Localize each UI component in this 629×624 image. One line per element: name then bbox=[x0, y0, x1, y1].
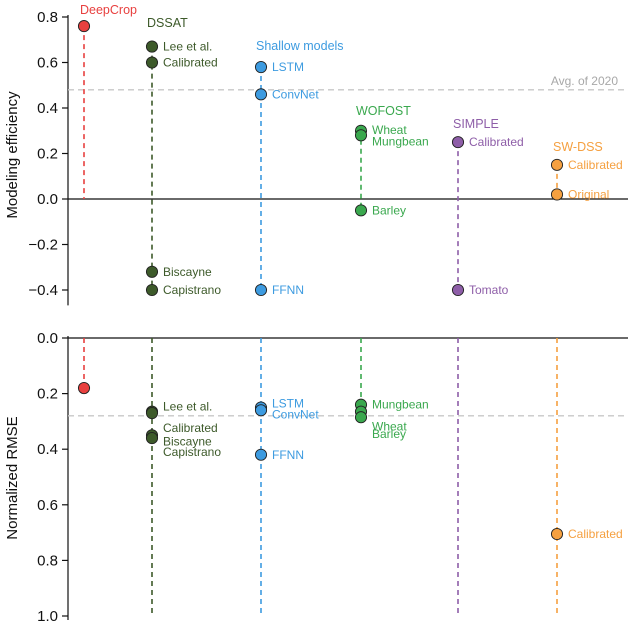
point-shallow-models-lstm-efficiency bbox=[254, 61, 268, 74]
point-dssat-lee-et-al-efficiency bbox=[145, 40, 159, 53]
point-label-wofost-wheat: Wheat bbox=[372, 123, 407, 137]
point-label-dssat-calibrated: Calibrated bbox=[163, 421, 218, 435]
y-tick-label-rmse: 0.8 bbox=[37, 552, 58, 569]
y-tick-label-rmse: 1.0 bbox=[37, 608, 58, 624]
y-tick-label-efficiency: 0.6 bbox=[37, 55, 58, 72]
group-label-wofost: WOFOST bbox=[356, 104, 411, 118]
point-wofost-barley-rmse bbox=[354, 411, 368, 424]
point-shallow-models-ffnn-rmse bbox=[254, 448, 268, 461]
point-label-wofost-barley: Barley bbox=[372, 427, 406, 441]
y-tick-label-efficiency: −0.4 bbox=[28, 282, 58, 299]
point-shallow-models-convnet-rmse bbox=[254, 404, 268, 417]
y-tick-label-efficiency: 0.2 bbox=[37, 146, 58, 163]
group-label-deepcrop: DeepCrop bbox=[80, 3, 137, 17]
y-axis-title-efficiency: Modeling efficiency bbox=[4, 91, 21, 219]
point-dssat-biscayne-efficiency bbox=[145, 265, 159, 278]
point-label-wofost-barley: Barley bbox=[372, 203, 406, 217]
y-tick-label-rmse: 0.2 bbox=[37, 386, 58, 403]
group-label-shallow-models: Shallow models bbox=[256, 39, 344, 53]
point-shallow-models-convnet-efficiency bbox=[254, 88, 268, 101]
point-sw-dss-calibrated-rmse bbox=[550, 527, 564, 541]
group-label-simple: SIMPLE bbox=[453, 117, 499, 131]
y-tick-label-efficiency: 0.4 bbox=[37, 100, 58, 117]
y-tick-label-rmse: 0.0 bbox=[37, 330, 58, 347]
point-label-dssat-biscayne: Biscayne bbox=[163, 434, 212, 448]
point-simple-tomato-efficiency bbox=[451, 283, 465, 297]
point-deepcrop-efficiency bbox=[77, 20, 91, 33]
y-tick-label-efficiency: 0.0 bbox=[37, 191, 58, 208]
point-label-dssat-capistrano: Capistrano bbox=[163, 445, 221, 459]
y-tick-label-efficiency: 0.8 bbox=[37, 9, 58, 26]
point-label-dssat-capistrano: Capistrano bbox=[163, 283, 221, 297]
point-label-shallow-models-lstm: LSTM bbox=[272, 397, 304, 411]
point-deepcrop-rmse bbox=[77, 381, 91, 395]
point-label-dssat-calibrated: Calibrated bbox=[163, 56, 218, 70]
point-label-sw-dss-calibrated: Calibrated bbox=[568, 527, 623, 541]
point-dssat-calibrated-efficiency bbox=[145, 56, 159, 69]
point-label-shallow-models-convnet: ConvNet bbox=[272, 87, 319, 101]
point-label-wofost-mungbean: Mungbean bbox=[372, 398, 429, 412]
group-label-dssat: DSSAT bbox=[147, 16, 188, 30]
point-dssat-calibrated-rmse bbox=[145, 407, 159, 420]
reference-line-label: Avg. of 2020 bbox=[551, 74, 618, 88]
point-label-dssat-lee-et-al: Lee et al. bbox=[163, 40, 212, 54]
point-label-wofost-wheat: Wheat bbox=[372, 420, 407, 434]
point-label-shallow-models-ffnn: FFNN bbox=[272, 448, 304, 462]
modeling-efficiency-panel: 0.8 0.6 0.4 0.2 0.0 −0.2 −0.4 Modeling efficien… bbox=[4, 3, 628, 306]
point-label-shallow-models-convnet: ConvNet bbox=[272, 407, 319, 421]
point-dssat-capistrano-efficiency bbox=[145, 283, 159, 297]
y-axis-title-rmse: Normalized RMSE bbox=[4, 416, 21, 539]
point-shallow-models-ffnn-efficiency bbox=[254, 283, 268, 297]
point-label-dssat-biscayne: Biscayne bbox=[163, 265, 212, 279]
point-dssat-capistrano-rmse bbox=[145, 432, 159, 445]
point-label-simple-calibrated: Calibrated bbox=[469, 135, 524, 149]
point-wofost-mungbean-efficiency bbox=[354, 129, 368, 142]
group-label-sw-dss: SW-DSS bbox=[553, 140, 603, 154]
y-tick-label-rmse: 0.4 bbox=[37, 441, 58, 458]
point-label-dssat-lee-et-al: Lee et al. bbox=[163, 400, 212, 414]
point-sw-dss-calibrated-efficiency bbox=[550, 158, 564, 171]
point-sw-dss-original-efficiency bbox=[550, 188, 564, 201]
point-wofost-barley-efficiency bbox=[354, 204, 368, 217]
point-label-simple-tomato: Tomato bbox=[469, 283, 509, 297]
y-tick-label-efficiency: −0.2 bbox=[28, 237, 58, 254]
point-label-shallow-models-lstm: LSTM bbox=[272, 60, 304, 74]
point-label-shallow-models-ffnn: FFNN bbox=[272, 283, 304, 297]
point-label-wofost-mungbean: Mungbean bbox=[372, 134, 429, 148]
y-tick-label-rmse: 0.6 bbox=[37, 497, 58, 514]
point-label-sw-dss-original: Original bbox=[568, 187, 609, 201]
point-simple-calibrated-efficiency bbox=[451, 136, 465, 149]
point-label-sw-dss-calibrated: Calibrated bbox=[568, 158, 623, 172]
normalized-rmse-panel: 0.0 0.2 0.4 0.6 0.8 1.0 Normalized RMSE Lee et … bbox=[4, 330, 628, 624]
